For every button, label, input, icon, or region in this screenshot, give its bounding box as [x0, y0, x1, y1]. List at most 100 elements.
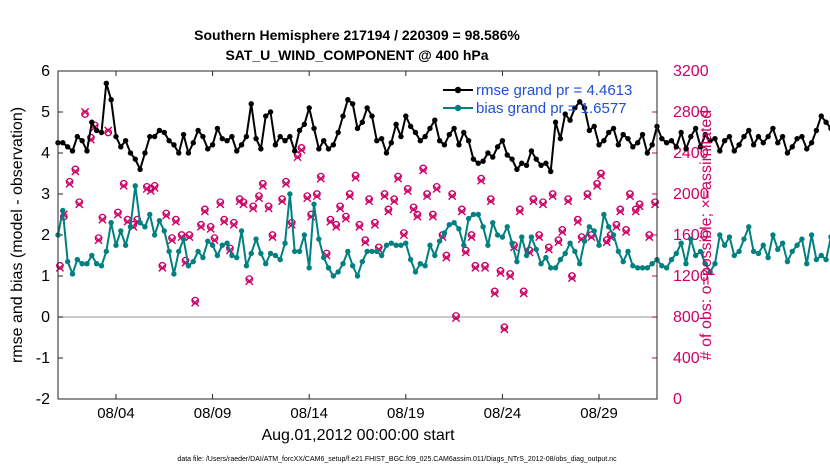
obs-possible-point — [583, 190, 592, 198]
rmse-data-point — [789, 144, 795, 150]
rmse-data-point — [74, 133, 81, 140]
x-axis-label: Aug.01,2012 00:00:00 start — [261, 427, 455, 444]
obs-possible-point — [597, 169, 605, 178]
rmse-data-point — [504, 152, 510, 158]
bias-data-point — [209, 242, 216, 248]
rmse-data-point — [678, 129, 684, 136]
rmse-data-point — [499, 138, 506, 144]
bias-data-point — [596, 242, 602, 248]
obs-assimilated-point — [432, 184, 441, 193]
rmse-data-point — [557, 135, 564, 142]
rmse-data-point — [229, 133, 235, 140]
bias-data-point — [572, 248, 578, 255]
y-left-tick-label: 4 — [41, 145, 50, 162]
bias-data-point — [292, 248, 298, 255]
obs-possible-point — [361, 236, 370, 244]
rmse-data-point — [142, 150, 148, 156]
obs-possible-point — [268, 231, 277, 239]
obs-assimilated-point — [477, 176, 486, 185]
bias-data-point — [760, 242, 766, 248]
y-right-tick-label: 2000 — [673, 186, 709, 203]
bias-data-point — [156, 217, 163, 224]
rmse-data-point — [316, 146, 322, 152]
bias-data-point — [746, 224, 752, 230]
rmse-data-point — [533, 156, 539, 162]
bias-data-point — [620, 258, 626, 265]
bias-data-point — [509, 240, 515, 246]
obs-possible-point — [307, 210, 315, 219]
obs-assimilated-point — [467, 232, 476, 242]
bias-data-point — [180, 236, 187, 242]
obs-assimilated-point — [210, 236, 219, 245]
obs-possible-point — [71, 165, 80, 174]
obs-assimilated-point — [312, 191, 322, 201]
obs-possible-point — [206, 222, 215, 231]
rmse-data-point — [340, 113, 346, 119]
obs-assimilated-point — [593, 181, 602, 190]
bias-data-point — [248, 250, 254, 257]
bias-data-point — [446, 222, 452, 228]
bias-data-point — [79, 261, 85, 267]
plot-frame — [57, 70, 658, 400]
bias-data-point — [804, 261, 810, 267]
bias-data-point — [98, 263, 105, 269]
y-right-tick-label: 2800 — [673, 104, 709, 121]
obs-possible-point — [432, 182, 441, 191]
obs-assimilated-point — [457, 207, 466, 216]
obs-assimilated-point — [150, 183, 159, 192]
bias-data-point — [113, 242, 119, 248]
obs-assimilated-point — [496, 268, 505, 278]
bias-data-point — [485, 242, 491, 248]
rmse-data-point — [794, 135, 800, 142]
rmse-data-point — [799, 133, 805, 140]
rmse-data-point — [407, 123, 414, 130]
y-right-tick-label: 800 — [673, 309, 700, 326]
rmse-data-point — [277, 133, 283, 140]
rmse-data-point — [320, 138, 327, 144]
obs-possible-point — [172, 215, 180, 224]
rmse-data-point — [378, 135, 385, 142]
rmse-data-point — [548, 168, 554, 175]
rmse-data-point — [818, 113, 824, 119]
bias-data-point — [779, 240, 786, 246]
x-tick-label: 08/09 — [194, 405, 232, 422]
rmse-data-point — [543, 160, 549, 166]
obs-assimilated-point — [351, 173, 360, 182]
bias-data-point — [456, 226, 462, 232]
obs-assimilated-point — [602, 238, 611, 247]
rmse-data-point — [311, 125, 317, 132]
obs-assimilated-point — [185, 232, 194, 242]
bias-data-point — [287, 191, 293, 197]
obs-assimilated-point — [506, 271, 515, 281]
obs-assimilated-point — [544, 245, 553, 254]
x-tick-label: 08/29 — [580, 405, 618, 422]
rmse-data-point — [514, 166, 520, 173]
obs-possible-point — [558, 226, 567, 234]
obs-assimilated-point — [75, 200, 84, 209]
bias-data-point — [118, 228, 124, 234]
obs-possible-point — [104, 128, 113, 137]
rmse-data-point — [171, 142, 177, 148]
rmse-data-point — [683, 146, 689, 152]
obs-possible-point — [548, 190, 557, 198]
bias-data-point — [335, 269, 341, 275]
rmse-data-point — [267, 109, 274, 115]
rmse-data-point — [98, 129, 105, 136]
obs-possible-point — [622, 226, 630, 234]
rmse-data-point — [108, 97, 114, 103]
rmse-data-point — [446, 131, 452, 138]
bias-data-point — [103, 248, 110, 255]
bias-data-point — [176, 248, 182, 255]
bias-data-point — [818, 252, 824, 259]
obs-assimilated-point — [336, 204, 345, 213]
obs-assimilated-point — [612, 222, 621, 231]
obs-assimilated-point — [471, 263, 480, 272]
bias-data-point — [683, 261, 689, 267]
bias-data-point — [161, 228, 167, 234]
rmse-data-point — [60, 140, 66, 146]
rmse-data-point — [625, 135, 631, 142]
obs-possible-point — [258, 179, 267, 188]
bias-data-point — [306, 265, 312, 271]
obs-assimilated-point — [220, 217, 229, 226]
bias-data-point — [736, 248, 742, 255]
